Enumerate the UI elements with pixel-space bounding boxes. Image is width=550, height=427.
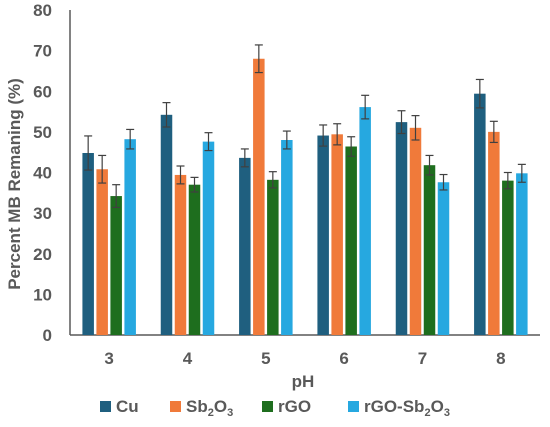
y-tick-label: 80	[33, 1, 52, 20]
error-bar	[425, 154, 434, 176]
x-tick-label: 4	[183, 349, 193, 368]
bar	[409, 127, 422, 335]
error-bar	[84, 135, 93, 171]
legend-swatch	[100, 401, 111, 412]
y-tick-label: 60	[33, 82, 52, 101]
error-bar	[282, 130, 291, 150]
bar	[281, 140, 293, 335]
bar	[437, 182, 450, 335]
bar	[516, 173, 528, 335]
x-tick-label: 5	[261, 349, 270, 368]
x-tick-label: 6	[339, 349, 348, 368]
error-bar	[411, 115, 420, 141]
error-bar	[333, 123, 342, 146]
bar	[82, 153, 94, 335]
legend-label: Sb2O3	[186, 397, 233, 419]
error-bar	[162, 102, 171, 128]
bar	[502, 180, 514, 335]
legend-swatch	[170, 401, 181, 412]
bar	[96, 169, 108, 335]
error-bar	[397, 110, 406, 135]
legend-item: rGO-Sb2O3	[348, 397, 450, 419]
chart-axes	[69, 10, 540, 336]
legend-item: rGO	[262, 397, 311, 416]
bar	[317, 135, 329, 335]
bar	[395, 122, 408, 335]
error-bar	[268, 171, 277, 189]
legend-label: rGO	[278, 397, 311, 416]
y-tick-label: 70	[33, 42, 52, 61]
y-tick-labels: 0 10 20 30 40 50 60 70 80	[33, 1, 52, 345]
bar	[160, 114, 173, 335]
error-bar	[240, 148, 249, 168]
y-tick-label: 0	[43, 326, 52, 345]
y-tick-label: 20	[33, 245, 52, 264]
legend-item: Cu	[100, 397, 139, 416]
error-bar-group	[84, 44, 526, 209]
x-tick-label: 3	[104, 349, 113, 368]
legend-label: Cu	[116, 397, 139, 416]
bar	[202, 141, 215, 335]
x-tick-labels: 3 4 5 6 7 8	[104, 349, 505, 368]
x-tick-label: 7	[418, 349, 427, 368]
bar	[423, 165, 436, 335]
legend-item: Sb2O3	[170, 397, 233, 419]
bar	[359, 107, 371, 335]
error-bar	[254, 44, 263, 74]
error-bar	[503, 171, 512, 190]
y-tick-label: 40	[33, 164, 52, 183]
error-bar	[361, 94, 370, 120]
bar-series-group	[82, 58, 528, 335]
error-bar	[126, 128, 135, 150]
bar	[253, 58, 265, 335]
bar	[488, 131, 500, 335]
legend-swatch	[262, 401, 273, 412]
error-bar	[489, 120, 498, 144]
y-tick-label: 30	[33, 204, 52, 223]
y-tick-label: 50	[33, 123, 52, 142]
error-bar	[98, 154, 107, 184]
x-axis-title: pH	[292, 372, 315, 391]
error-bar	[475, 78, 484, 109]
x-tick-label: 8	[496, 349, 505, 368]
error-bar	[112, 184, 121, 209]
y-tick-label: 10	[33, 285, 52, 304]
error-bar	[190, 176, 199, 193]
bar	[345, 146, 357, 335]
bar	[267, 179, 279, 335]
error-bar	[204, 132, 213, 152]
error-bar	[347, 136, 356, 157]
bar	[174, 174, 187, 335]
y-axis-title: Percent MB Remaning (%)	[5, 78, 24, 290]
error-bar	[517, 163, 526, 183]
bar	[188, 184, 201, 335]
legend-swatch	[348, 401, 359, 412]
error-bar	[439, 173, 448, 191]
bar	[331, 134, 343, 335]
bar	[239, 157, 251, 335]
bar	[474, 93, 486, 335]
legend-label: rGO-Sb2O3	[364, 397, 450, 419]
chart-legend: Cu Sb2O3 rGO rGO-Sb2O3	[100, 397, 450, 419]
bar	[124, 139, 136, 335]
error-bar	[319, 124, 328, 147]
bar	[110, 196, 122, 335]
error-bar	[176, 165, 185, 185]
